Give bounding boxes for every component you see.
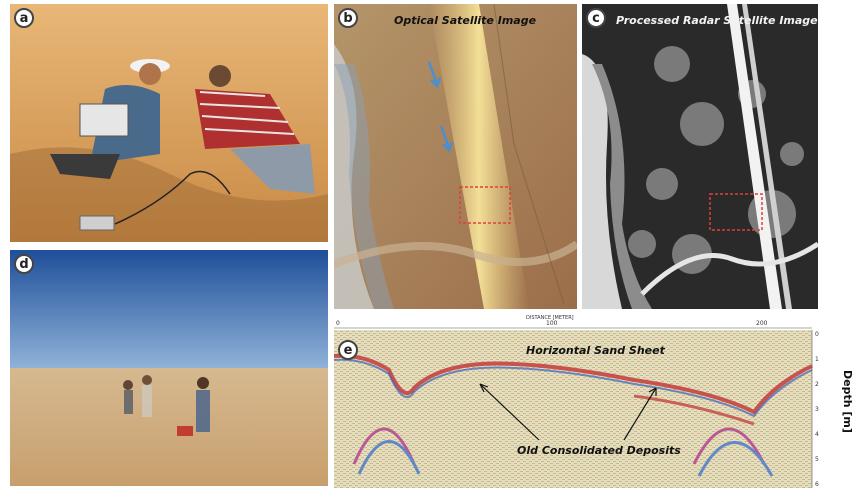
x-tick-label: 100 <box>546 320 558 327</box>
person-figures <box>123 375 210 436</box>
panel-label-b: b <box>338 8 358 28</box>
x-tick-label: 0 <box>336 320 340 327</box>
panel-label-e: e <box>338 340 358 360</box>
photo-field-survey: a <box>10 4 328 242</box>
arrow-icon <box>427 61 454 153</box>
y-tick-label: 2 <box>815 381 819 388</box>
panel-e-caption: Horizontal Sand Sheet <box>526 344 665 357</box>
x-tick-label: 200 <box>756 320 768 327</box>
panel-label-a: a <box>14 8 34 28</box>
panel-b-caption: Optical Satellite Image <box>394 14 537 27</box>
panel-label-d: d <box>14 254 34 274</box>
panel-c-caption: Processed Radar Satellite Image <box>616 14 818 27</box>
y-tick-label: 4 <box>815 431 819 438</box>
y-tick-label: 3 <box>815 406 819 413</box>
photo-desert-landscape: d <box>10 250 328 486</box>
x-axis-title: DISTANCE [METER] <box>526 315 574 321</box>
radar-satellite-image: c Processed Radar Satellite Image <box>582 4 818 309</box>
y-tick-label: 5 <box>815 456 819 463</box>
y-tick-label: 0 <box>815 331 819 338</box>
optical-satellite-image: b Optical Satellite Image <box>334 4 577 309</box>
panel-label-c: c <box>586 8 606 28</box>
y-tick-label: 1 <box>815 356 819 363</box>
y-axis-title: Depth [m] <box>841 370 854 433</box>
deposit-annotation: Old Consolidated Deposits <box>517 444 681 457</box>
y-tick-label: 6 <box>815 481 819 488</box>
